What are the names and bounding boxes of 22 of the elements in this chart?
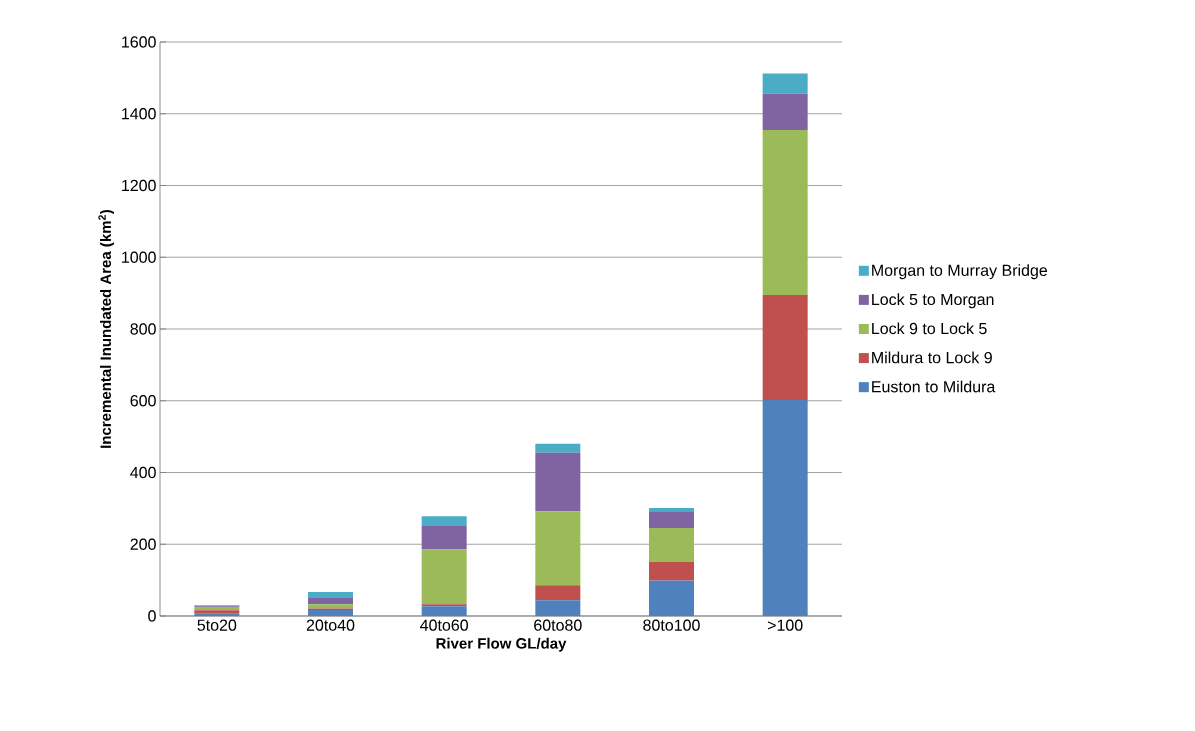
y-tick-label: 1400	[122, 108, 156, 120]
x-tick-label: 80to100	[643, 619, 700, 631]
x-tick-label: 60to80	[534, 619, 582, 631]
x-tick-label: 40to60	[420, 619, 468, 631]
y-axis-title: Incremental Inundated Area (km$^{2}$)	[98, 209, 115, 448]
legend-label: Mildura to Lock 9	[872, 351, 992, 364]
y-tick-label: 400	[130, 466, 156, 479]
y-tick-label: 0	[148, 610, 156, 622]
x-tick-label: >100	[767, 619, 803, 631]
legend-label: Euston to Mildura	[872, 380, 996, 393]
legend-label: Morgan to Murray Bridge	[872, 264, 1048, 280]
y-tick-label: 1200	[122, 179, 156, 192]
x-tick-label: 5to20	[197, 619, 237, 631]
y-tick-label: 600	[130, 395, 156, 407]
y-tick-label: 200	[130, 538, 156, 550]
y-tick-label: 1000	[122, 251, 156, 263]
y-tick-label: 800	[130, 323, 156, 335]
legend-label: Lock 9 to Lock 5	[872, 322, 987, 335]
legend-label: Lock 5 to Morgan	[872, 293, 994, 309]
x-axis-title: River Flow GL/day	[436, 637, 567, 652]
y-tick-label: 1600	[122, 36, 156, 48]
x-tick-label: 20to40	[306, 619, 355, 631]
